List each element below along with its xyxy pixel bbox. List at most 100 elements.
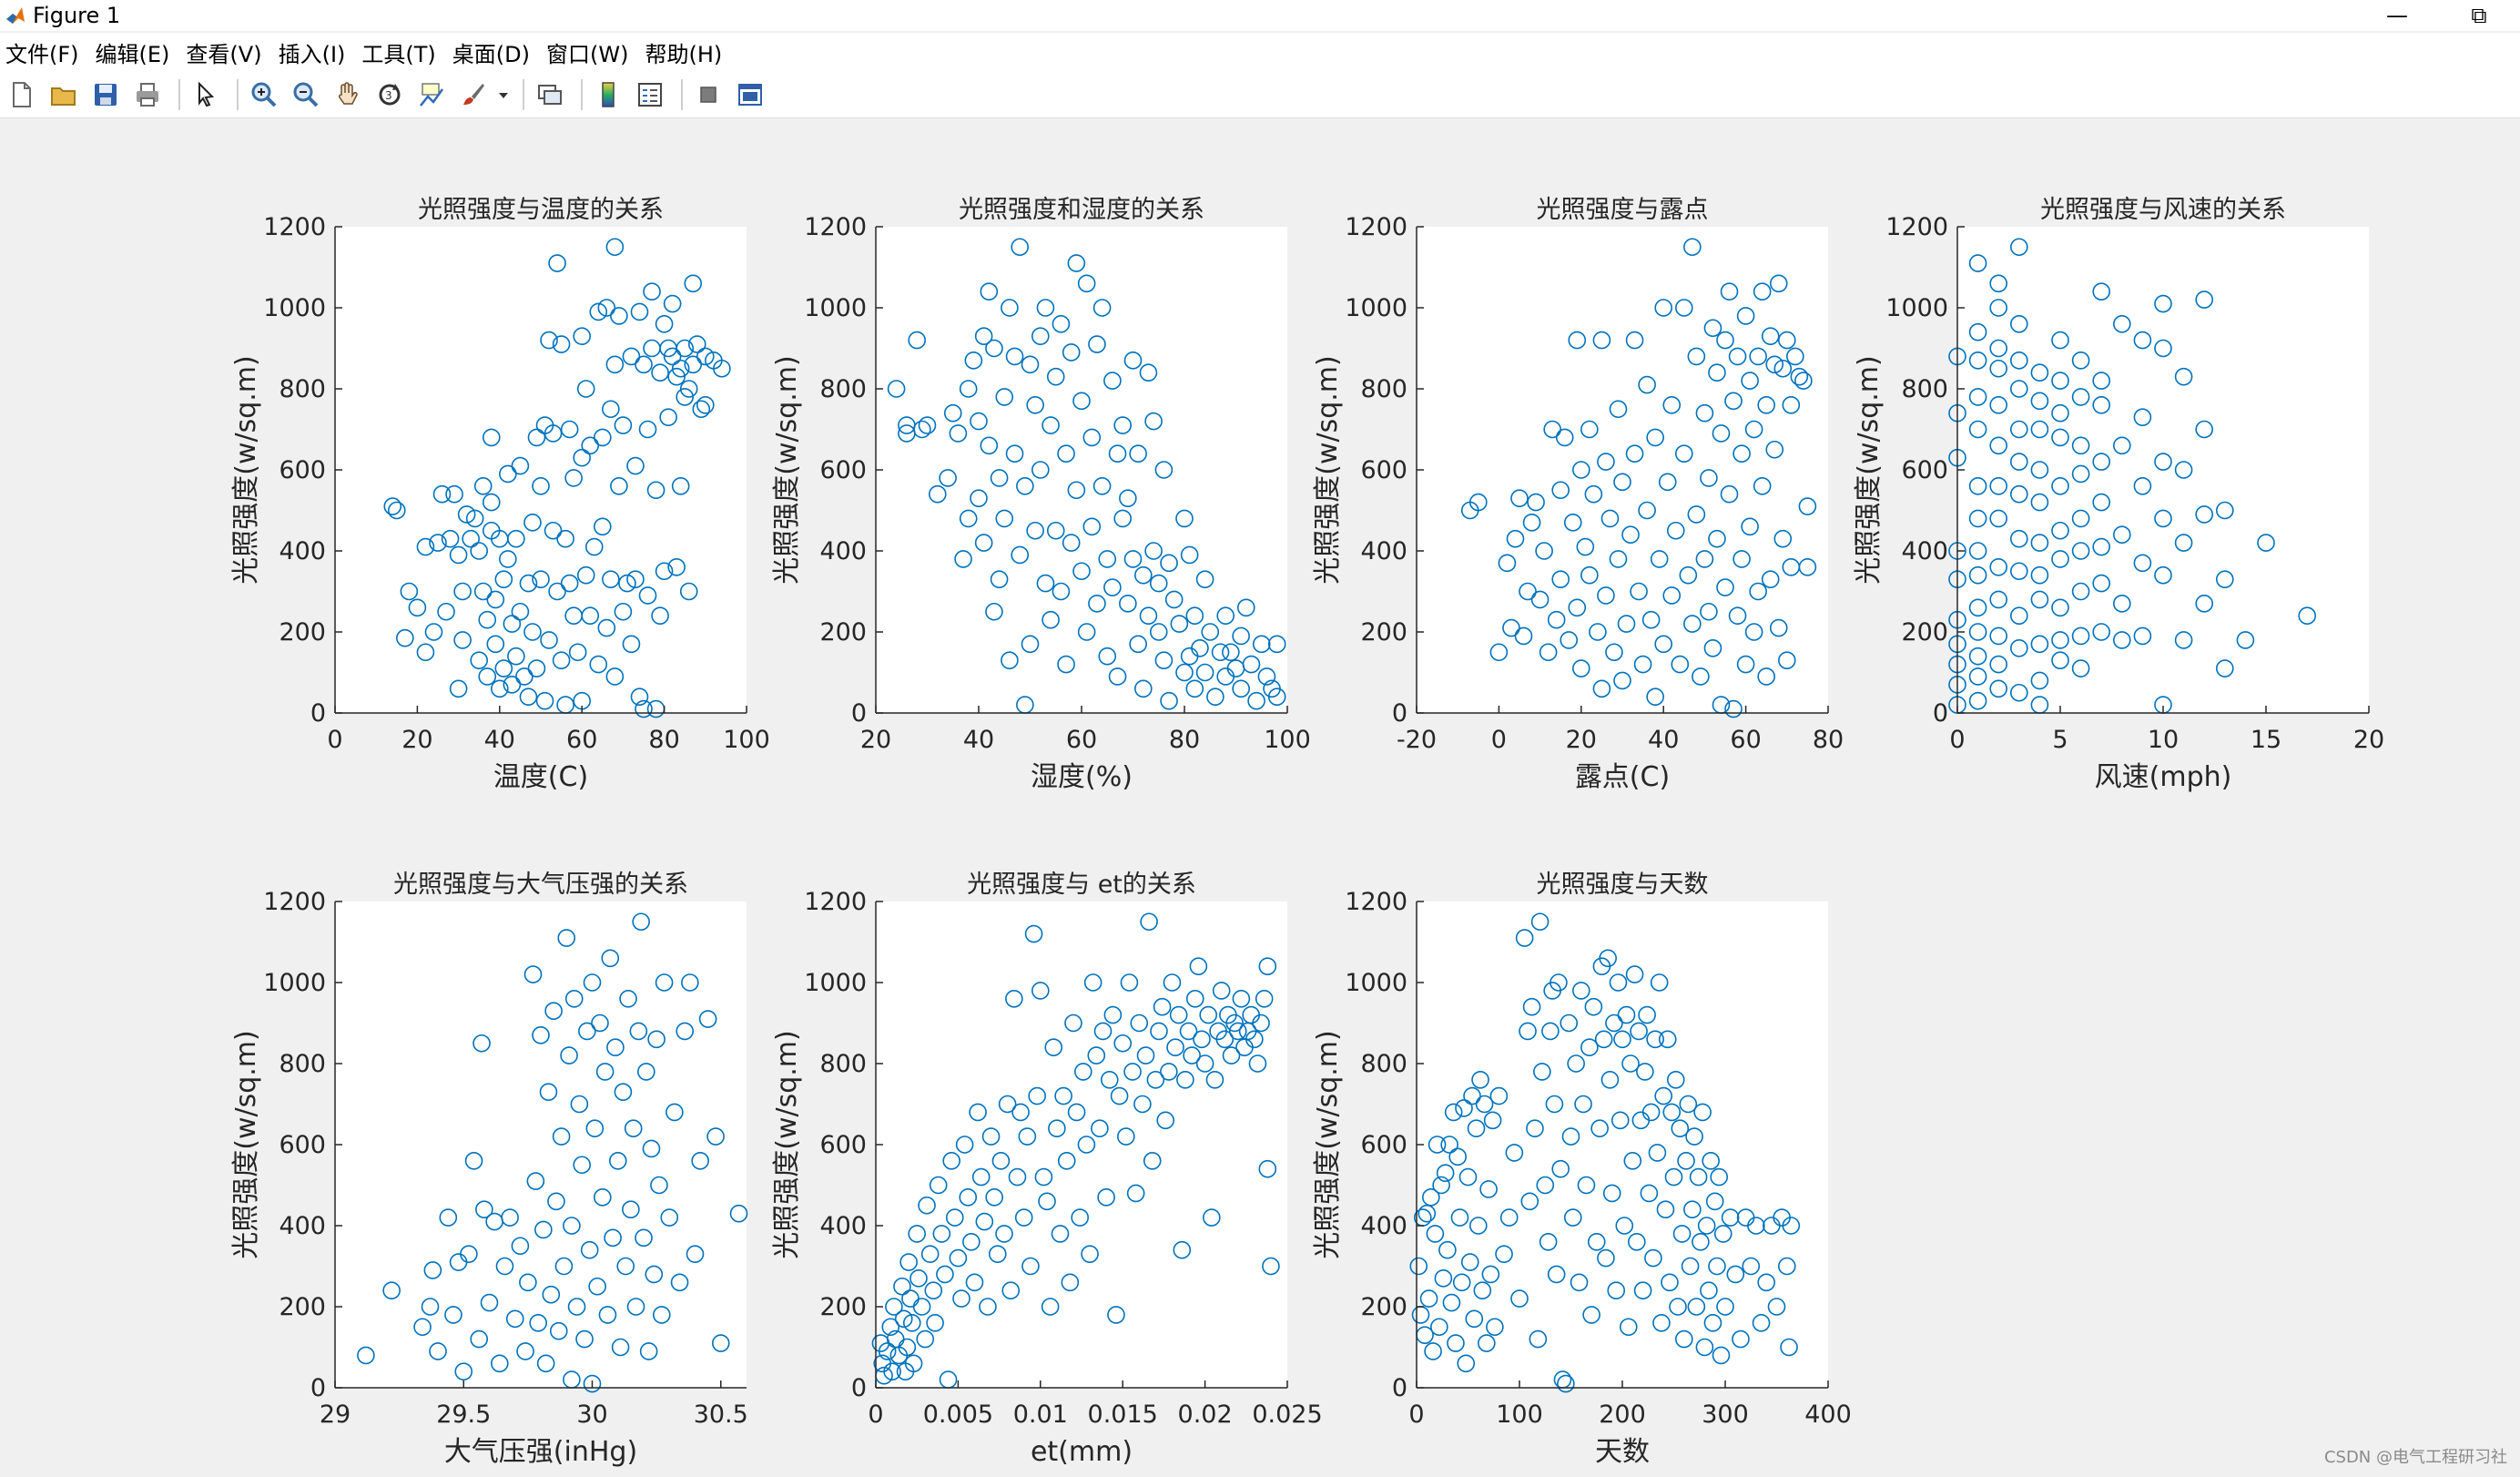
data-point <box>1199 1005 1218 1024</box>
data-point <box>1615 1217 1634 1235</box>
data-point <box>990 570 1009 588</box>
data-point <box>1662 395 1682 414</box>
show-plot-tools-button[interactable] <box>732 76 768 113</box>
data-point <box>2051 598 2069 617</box>
menu-help[interactable]: 帮助(H) <box>645 41 723 67</box>
data-point <box>478 610 497 629</box>
data-point <box>2195 595 2213 613</box>
y-tick-label: 0 <box>310 1374 326 1402</box>
x-axis-label: 天数 <box>1595 1436 1650 1468</box>
data-point <box>1989 679 2007 698</box>
data-point <box>1619 1318 1638 1337</box>
data-point <box>1110 1086 1129 1105</box>
data-point <box>1169 1005 1188 1024</box>
data-point <box>632 912 650 932</box>
data-point <box>1438 1240 1457 1259</box>
data-point <box>1465 1309 1484 1329</box>
brush-dropdown-button[interactable] <box>497 76 510 113</box>
data-point <box>2216 501 2234 520</box>
data-point <box>2010 606 2028 626</box>
data-point <box>1031 982 1050 1000</box>
data-point <box>2071 626 2090 646</box>
data-point <box>576 565 595 585</box>
data-point <box>1139 363 1158 382</box>
toolbar-separator <box>681 78 683 110</box>
data-point <box>1041 1298 1060 1316</box>
link-plot-button[interactable] <box>532 76 568 113</box>
rotate-3d-button[interactable]: 3 <box>371 76 408 113</box>
data-point <box>1736 655 1755 674</box>
data-point <box>1267 635 1286 654</box>
y-tick-label: 1200 <box>804 213 867 241</box>
data-point <box>610 476 628 495</box>
data-point <box>1547 1265 1566 1284</box>
data-point <box>424 623 443 641</box>
data-point <box>1654 299 1672 317</box>
data-point <box>635 1228 653 1248</box>
data-point <box>2113 595 2131 613</box>
x-tick-label: 300 <box>1702 1401 1749 1429</box>
menu-edit[interactable]: 编辑(E) <box>95 41 170 67</box>
data-point <box>1036 574 1055 593</box>
open-file-button[interactable] <box>46 76 82 113</box>
y-tick-label: 1200 <box>1345 213 1407 241</box>
y-tick-label: 800 <box>1360 1050 1407 1078</box>
scatter-points <box>1948 238 2316 714</box>
data-point <box>1644 1248 1662 1268</box>
menu-insert[interactable]: 插入(I) <box>278 41 346 67</box>
menu-file[interactable]: 文件(F) <box>5 41 79 67</box>
data-point <box>878 1342 897 1360</box>
data-point <box>1741 517 1759 536</box>
data-point <box>1134 565 1153 585</box>
new-figure-button[interactable] <box>4 76 40 113</box>
data-point <box>540 631 558 649</box>
menu-window[interactable]: 窗口(W) <box>546 41 629 67</box>
data-point <box>1742 1257 1761 1276</box>
data-point <box>1252 635 1271 654</box>
minimize-button[interactable]: — <box>2386 3 2408 28</box>
y-tick-label: 0 <box>1392 699 1407 728</box>
zoom-out-button[interactable] <box>288 76 324 113</box>
data-point <box>945 1208 964 1227</box>
data-point <box>460 1245 478 1263</box>
data-point <box>606 1038 625 1057</box>
save-button[interactable] <box>87 76 124 113</box>
data-point <box>1592 679 1611 698</box>
data-cursor-button[interactable] <box>413 76 450 113</box>
pan-button[interactable] <box>330 76 366 113</box>
data-point <box>1687 347 1706 366</box>
insert-colorbar-button[interactable] <box>590 76 626 113</box>
toolbar-separator <box>178 78 180 110</box>
data-point <box>1077 274 1096 293</box>
data-point <box>908 331 927 350</box>
data-point <box>926 1314 944 1332</box>
brush-button[interactable] <box>455 76 492 113</box>
data-point <box>557 929 576 947</box>
data-point <box>1790 367 1809 386</box>
menu-desktop[interactable]: 桌面(D) <box>452 41 530 67</box>
data-point <box>1968 598 1987 617</box>
data-point <box>1656 1200 1675 1218</box>
data-point <box>1222 643 1240 662</box>
select-tool-button[interactable] <box>188 76 224 113</box>
y-tick-label: 1000 <box>1885 294 1948 322</box>
data-point <box>1563 514 1582 532</box>
zoom-in-button[interactable] <box>246 76 282 113</box>
data-point <box>1098 647 1117 666</box>
data-point <box>503 676 522 694</box>
data-point <box>1773 359 1793 378</box>
y-axis-label: 光照强度(w/sq.m) <box>771 1030 803 1258</box>
insert-legend-button[interactable] <box>632 76 668 113</box>
hide-plot-tools-button[interactable] <box>690 76 727 113</box>
data-point <box>1580 420 1599 439</box>
menu-tools[interactable]: 工具(T) <box>361 41 436 67</box>
restore-button[interactable]: ⧉ <box>2471 3 2487 28</box>
data-point <box>1026 521 1044 540</box>
print-button[interactable] <box>129 76 166 113</box>
y-tick-label: 200 <box>1360 618 1407 647</box>
data-point <box>1753 476 1772 495</box>
menu-view[interactable]: 查看(V) <box>186 41 262 67</box>
data-point <box>1245 1030 1264 1049</box>
y-tick-label: 0 <box>1933 699 1948 728</box>
data-point <box>453 631 472 649</box>
